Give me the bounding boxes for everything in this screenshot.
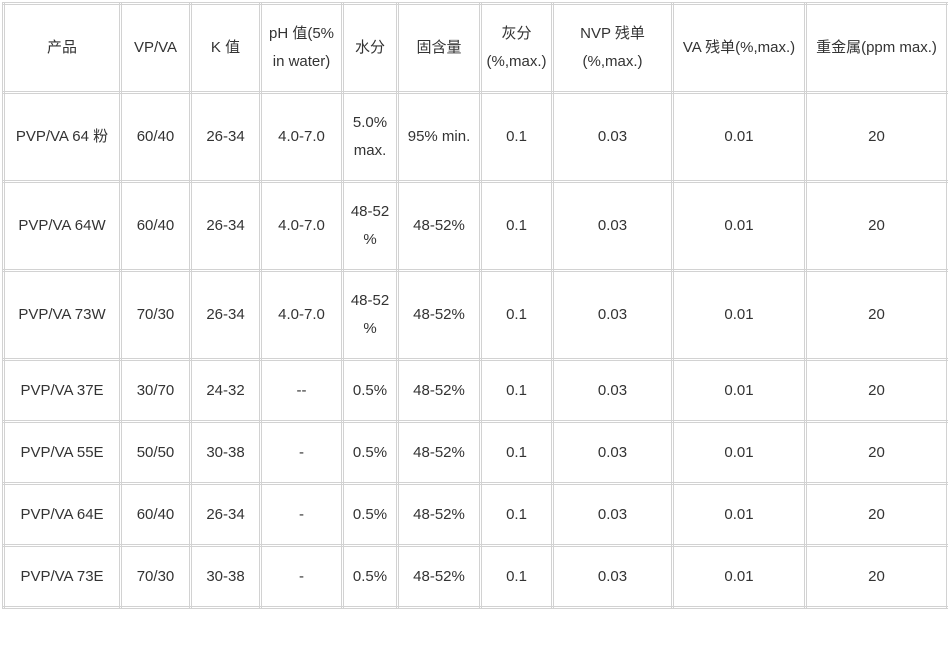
cell-solids: 48-52% — [396, 269, 482, 361]
cell-nvp-residual: 0.03 — [551, 482, 674, 547]
cell-va-residual: 0.01 — [671, 269, 807, 361]
cell-moisture: 5.0% max. — [341, 91, 399, 183]
cell-k-value: 26-34 — [189, 482, 262, 547]
cell-heavy-metals: 20 — [804, 269, 948, 361]
cell-ph: - — [259, 482, 344, 547]
cell-k-value: 24-32 — [189, 358, 262, 423]
cell-va-residual: 0.01 — [671, 544, 807, 609]
cell-heavy-metals: 20 — [804, 544, 948, 609]
cell-nvp-residual: 0.03 — [551, 91, 674, 183]
cell-vp-va: 60/40 — [119, 482, 192, 547]
column-header-va-residual: VA 残单(%,max.) — [671, 2, 807, 94]
cell-ph: - — [259, 420, 344, 485]
cell-ph: -- — [259, 358, 344, 423]
cell-solids: 95% min. — [396, 91, 482, 183]
table-row: PVP/VA 55E 50/50 30-38 - 0.5% 48-52% 0.1… — [2, 420, 948, 485]
cell-nvp-residual: 0.03 — [551, 269, 674, 361]
cell-k-value: 30-38 — [189, 544, 262, 609]
cell-solids: 48-52% — [396, 544, 482, 609]
column-header-ph: pH 值(5% in water) — [259, 2, 344, 94]
cell-vp-va: 50/50 — [119, 420, 192, 485]
cell-va-residual: 0.01 — [671, 420, 807, 485]
cell-product: PVP/VA 64E — [2, 482, 122, 547]
cell-heavy-metals: 20 — [804, 482, 948, 547]
cell-ash: 0.1 — [479, 544, 554, 609]
table-row: PVP/VA 64 粉 60/40 26-34 4.0-7.0 5.0% max… — [2, 91, 948, 183]
cell-heavy-metals: 20 — [804, 420, 948, 485]
cell-vp-va: 70/30 — [119, 544, 192, 609]
cell-product: PVP/VA 64W — [2, 180, 122, 272]
cell-ash: 0.1 — [479, 180, 554, 272]
cell-ph: 4.0-7.0 — [259, 269, 344, 361]
cell-ph: - — [259, 544, 344, 609]
product-spec-table: 产品 VP/VA K 值 pH 值(5% in water) 水分 固含量 灰分… — [2, 2, 948, 609]
cell-product: PVP/VA 55E — [2, 420, 122, 485]
column-header-heavy-metals: 重金属(ppm max.) — [804, 2, 948, 94]
cell-ash: 0.1 — [479, 420, 554, 485]
cell-moisture: 0.5% — [341, 544, 399, 609]
cell-solids: 48-52% — [396, 180, 482, 272]
cell-va-residual: 0.01 — [671, 91, 807, 183]
header-row: 产品 VP/VA K 值 pH 值(5% in water) 水分 固含量 灰分… — [2, 2, 948, 94]
cell-solids: 48-52% — [396, 358, 482, 423]
cell-ash: 0.1 — [479, 269, 554, 361]
cell-ash: 0.1 — [479, 358, 554, 423]
column-header-vp-va: VP/VA — [119, 2, 192, 94]
cell-ash: 0.1 — [479, 482, 554, 547]
cell-product: PVP/VA 73W — [2, 269, 122, 361]
cell-k-value: 30-38 — [189, 420, 262, 485]
column-header-solids: 固含量 — [396, 2, 482, 94]
cell-k-value: 26-34 — [189, 180, 262, 272]
table-row: PVP/VA 73E 70/30 30-38 - 0.5% 48-52% 0.1… — [2, 544, 948, 609]
cell-vp-va: 70/30 — [119, 269, 192, 361]
cell-heavy-metals: 20 — [804, 180, 948, 272]
cell-nvp-residual: 0.03 — [551, 180, 674, 272]
cell-k-value: 26-34 — [189, 91, 262, 183]
table-row: PVP/VA 64E 60/40 26-34 - 0.5% 48-52% 0.1… — [2, 482, 948, 547]
cell-vp-va: 60/40 — [119, 180, 192, 272]
column-header-product: 产品 — [2, 2, 122, 94]
cell-va-residual: 0.01 — [671, 482, 807, 547]
cell-moisture: 0.5% — [341, 358, 399, 423]
cell-k-value: 26-34 — [189, 269, 262, 361]
cell-solids: 48-52% — [396, 482, 482, 547]
table-row: PVP/VA 73W 70/30 26-34 4.0-7.0 48-52 % 4… — [2, 269, 948, 361]
cell-vp-va: 30/70 — [119, 358, 192, 423]
cell-heavy-metals: 20 — [804, 91, 948, 183]
cell-va-residual: 0.01 — [671, 358, 807, 423]
table-row: PVP/VA 64W 60/40 26-34 4.0-7.0 48-52 % 4… — [2, 180, 948, 272]
cell-moisture: 48-52 % — [341, 180, 399, 272]
cell-va-residual: 0.01 — [671, 180, 807, 272]
cell-nvp-residual: 0.03 — [551, 544, 674, 609]
cell-ph: 4.0-7.0 — [259, 91, 344, 183]
column-header-k-value: K 值 — [189, 2, 262, 94]
table-row: PVP/VA 37E 30/70 24-32 -- 0.5% 48-52% 0.… — [2, 358, 948, 423]
cell-product: PVP/VA 73E — [2, 544, 122, 609]
cell-ph: 4.0-7.0 — [259, 180, 344, 272]
column-header-moisture: 水分 — [341, 2, 399, 94]
cell-product: PVP/VA 64 粉 — [2, 91, 122, 183]
cell-moisture: 48-52 % — [341, 269, 399, 361]
cell-nvp-residual: 0.03 — [551, 420, 674, 485]
cell-nvp-residual: 0.03 — [551, 358, 674, 423]
cell-vp-va: 60/40 — [119, 91, 192, 183]
cell-solids: 48-52% — [396, 420, 482, 485]
cell-moisture: 0.5% — [341, 420, 399, 485]
cell-heavy-metals: 20 — [804, 358, 948, 423]
cell-product: PVP/VA 37E — [2, 358, 122, 423]
cell-moisture: 0.5% — [341, 482, 399, 547]
column-header-nvp-residual: NVP 残单 (%,max.) — [551, 2, 674, 94]
column-header-ash: 灰分 (%,max.) — [479, 2, 554, 94]
cell-ash: 0.1 — [479, 91, 554, 183]
